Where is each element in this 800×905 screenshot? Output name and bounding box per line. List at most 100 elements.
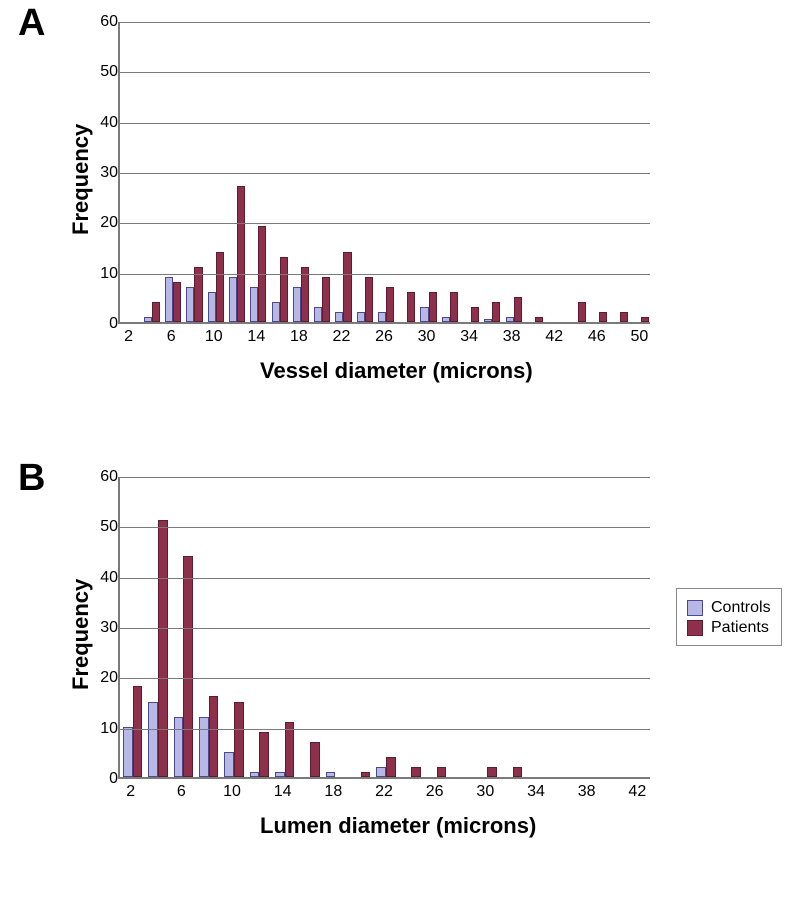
bar-controls: [314, 307, 322, 322]
bar-controls: [335, 312, 343, 322]
bar-patients: [194, 267, 202, 322]
y-gridline: [118, 123, 650, 124]
legend-label: Controls: [711, 599, 771, 617]
bar-patients: [641, 317, 649, 322]
x-tick-label: 26: [375, 328, 393, 346]
y-tick-label: 0: [0, 770, 118, 788]
bar-patients: [322, 277, 330, 322]
bar-controls: [144, 317, 152, 322]
y-gridline: [118, 578, 650, 579]
x-tick-label: 22: [333, 328, 351, 346]
chart-A-x-axis-title: Vessel diameter (microns): [260, 358, 533, 384]
bar-controls: [174, 717, 184, 777]
x-tick-label: 42: [545, 328, 563, 346]
legend-label: Patients: [711, 619, 769, 637]
y-gridline: [118, 477, 650, 478]
bar-controls: [420, 307, 428, 322]
bar-patients: [365, 277, 373, 322]
y-gridline: [118, 274, 650, 275]
bar-patients: [237, 186, 245, 322]
bar-patients: [450, 292, 458, 322]
bar-patients: [216, 252, 224, 322]
y-gridline: [118, 729, 650, 730]
x-tick-label: 38: [578, 783, 596, 801]
y-tick-label: 50: [0, 518, 118, 536]
y-gridline: [118, 223, 650, 224]
bar-controls: [442, 317, 450, 322]
x-tick-label: 2: [126, 783, 135, 801]
bar-patients: [259, 732, 269, 777]
bar-patients: [599, 312, 607, 322]
bar-patients: [437, 767, 447, 777]
legend-swatch-controls: [687, 600, 703, 616]
bar-patients: [514, 297, 522, 322]
x-tick-label: 22: [375, 783, 393, 801]
x-tick-label: 38: [503, 328, 521, 346]
x-tick-label: 26: [426, 783, 444, 801]
bar-patients: [152, 302, 160, 322]
bar-controls: [293, 287, 301, 322]
bar-controls: [123, 727, 133, 777]
bar-patients: [234, 702, 244, 778]
panel-B: B 0102030405060 26101418222630343842 Fre…: [0, 455, 680, 880]
bar-controls: [326, 772, 336, 777]
chart-A-bars: [120, 22, 650, 322]
bar-controls: [378, 312, 386, 322]
bar-patients: [183, 556, 193, 777]
bar-controls: [376, 767, 386, 777]
bar-patients: [158, 520, 168, 777]
x-tick-label: 30: [418, 328, 436, 346]
y-gridline: [118, 173, 650, 174]
bar-patients: [310, 742, 320, 777]
panel-A: A 0102030405060 261014182226303438424650…: [0, 0, 680, 425]
bar-patients: [407, 292, 415, 322]
legend-item-patients: Patients: [687, 619, 771, 637]
x-tick-label: 10: [205, 328, 223, 346]
bar-controls: [250, 287, 258, 322]
bar-patients: [133, 686, 143, 777]
y-tick-label: 20: [0, 669, 118, 687]
y-tick-label: 60: [0, 13, 118, 31]
y-tick-label: 0: [0, 315, 118, 333]
bar-patients: [471, 307, 479, 322]
bar-patients: [343, 252, 351, 322]
chart-A-y-axis-title: Frequency: [68, 124, 94, 235]
y-tick-label: 40: [0, 569, 118, 587]
figure-root: A 0102030405060 261014182226303438424650…: [0, 0, 800, 905]
legend-item-controls: Controls: [687, 599, 771, 617]
legend: Controls Patients: [676, 588, 782, 646]
y-tick-label: 10: [0, 265, 118, 283]
bar-controls: [224, 752, 234, 777]
x-tick-label: 6: [177, 783, 186, 801]
legend-swatch-patients: [687, 620, 703, 636]
y-gridline: [118, 527, 650, 528]
chart-B-bars: [120, 477, 650, 777]
bar-patients: [173, 282, 181, 322]
bar-patients: [513, 767, 523, 777]
y-tick-label: 40: [0, 114, 118, 132]
bar-patients: [620, 312, 628, 322]
y-tick-label: 20: [0, 214, 118, 232]
y-tick-label: 30: [0, 619, 118, 637]
bar-patients: [535, 317, 543, 322]
y-gridline: [118, 628, 650, 629]
bar-patients: [209, 696, 219, 777]
y-tick-label: 60: [0, 468, 118, 486]
x-tick-label: 18: [324, 783, 342, 801]
x-tick-label: 50: [630, 328, 648, 346]
bar-controls: [165, 277, 173, 322]
bar-patients: [386, 287, 394, 322]
y-gridline: [118, 678, 650, 679]
bar-controls: [272, 302, 280, 322]
bar-controls: [250, 772, 260, 777]
bar-patients: [285, 722, 295, 777]
y-tick-label: 30: [0, 164, 118, 182]
bar-controls: [506, 317, 514, 322]
x-tick-label: 34: [460, 328, 478, 346]
x-tick-label: 6: [167, 328, 176, 346]
bar-controls: [186, 287, 194, 322]
bar-controls: [484, 319, 492, 322]
bar-controls: [275, 772, 285, 777]
x-tick-label: 30: [476, 783, 494, 801]
bar-patients: [386, 757, 396, 777]
